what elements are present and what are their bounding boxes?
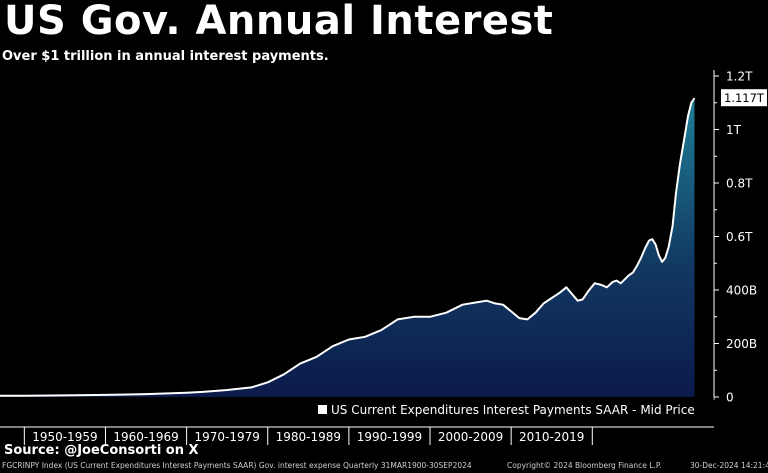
series-area <box>0 98 695 397</box>
legend: US Current Expenditures Interest Payment… <box>312 397 714 424</box>
y-tick-label: 1.2T <box>726 70 753 84</box>
legend-swatch <box>318 405 327 414</box>
legend-background <box>312 397 714 424</box>
plot-area <box>0 97 696 397</box>
x-tick-label: 2010-2019 <box>519 430 584 444</box>
y-tick-label: 1T <box>726 123 742 137</box>
x-tick-label: 1990-1999 <box>357 430 422 444</box>
legend-label: US Current Expenditures Interest Payment… <box>331 403 695 417</box>
y-tick-label: 0 <box>726 391 734 405</box>
x-tick-label: 1970-1979 <box>194 430 259 444</box>
y-axis: 0 200B 400B 0.6T 0.8T 1T 1.2T <box>713 70 757 405</box>
x-axis: 1950-1959 1960-1969 1970-1979 1980-1989 1990… <box>0 426 714 445</box>
series-line <box>0 97 696 397</box>
y-tick-label: 0.6T <box>726 230 753 244</box>
last-value-box <box>721 89 767 107</box>
footer-index: FGCRINPY Index (US Current Expenditures … <box>2 461 472 470</box>
x-tick-label: 1980-1989 <box>276 430 341 444</box>
x-tick-label: 1960-1969 <box>113 430 178 444</box>
y-tick-label: 400B <box>726 284 757 298</box>
page-title: US Gov. Annual Interest <box>4 0 554 44</box>
source-credit: Source: @JoeConsorti on X <box>4 443 199 458</box>
footer-copyright: Copyright© 2024 Bloomberg Finance L.P. <box>507 461 662 470</box>
page-subtitle: Over $1 trillion in annual interest paym… <box>2 49 329 64</box>
last-value-label: 1.117T <box>724 91 765 105</box>
last-value-marker: 1.117T <box>721 89 767 107</box>
y-tick-label: 200B <box>726 337 757 351</box>
y-tick-label: 0.8T <box>726 177 753 191</box>
footer-date: 30-Dec-2024 14:21:42 <box>690 461 768 470</box>
x-tick-label: 1950-1959 <box>32 430 97 444</box>
x-tick-label: 2000-2009 <box>438 430 503 444</box>
